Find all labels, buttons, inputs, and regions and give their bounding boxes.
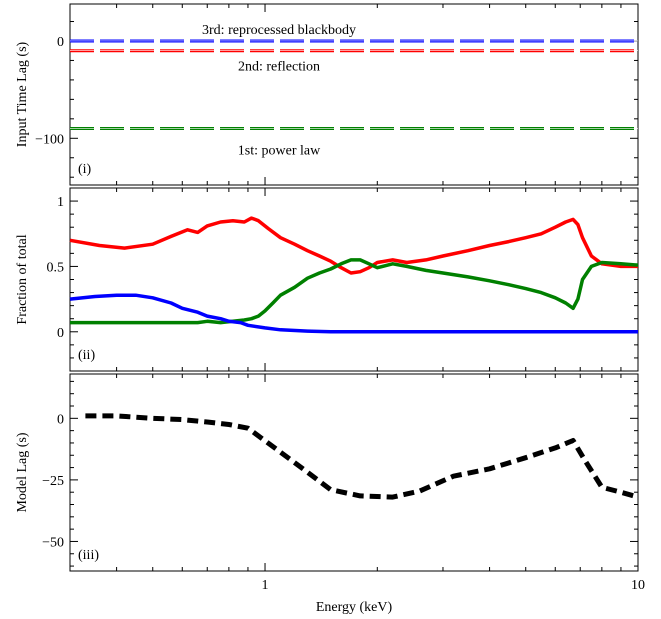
panel-1-plot [70, 39, 638, 131]
panel-fraction-of-total: 00.51 Fraction of total (ii) [15, 187, 639, 372]
panel-input-time-lag: 0 −100 Input Time Lag (s) (i) 3rd: reproc… [15, 3, 639, 186]
x-tick-label: 1 [262, 578, 269, 593]
panel-2-ylabel: Fraction of total [15, 234, 30, 324]
panel-3-ticks: 0 −25 −50 1 10 [42, 374, 645, 593]
y-tick-label: 0 [57, 412, 64, 427]
series-reflection [69, 216, 638, 275]
y-tick-label: 1 [57, 195, 64, 210]
panel-1-ylabel: Input Time Lag (s) [15, 41, 30, 147]
y-tick-label: 0 [57, 326, 64, 341]
panel-3-frame [69, 373, 639, 572]
series-label-power-law: 1st: power law [238, 144, 321, 159]
y-tick-label: −100 [35, 132, 64, 147]
x-tick-label: 10 [631, 578, 645, 593]
panel-3-tag: (iii) [78, 548, 99, 563]
series-power-law [70, 258, 639, 325]
panel-2-frame [69, 187, 639, 372]
series-label-reflection: 2nd: reflection [238, 60, 320, 75]
panel-1-frame [69, 3, 639, 186]
series-label-reprocessed-blackbody: 3rd: reprocessed blackbody [202, 23, 356, 38]
x-axis-label: Energy (keV) [316, 600, 393, 615]
series-reprocessed-blackbody [69, 293, 638, 334]
panel-3-ylabel: Model Lag (s) [15, 432, 30, 512]
y-tick-label: 0.5 [47, 260, 65, 275]
panel-2-tag: (ii) [78, 348, 95, 363]
panel-2-ticks: 00.51 [47, 187, 639, 371]
y-tick-label: 0 [57, 35, 64, 50]
y-tick-label: −50 [42, 535, 64, 550]
y-tick-label: −25 [42, 474, 64, 489]
series-model-lag [85, 413, 639, 500]
panel-1-tag: (i) [78, 162, 92, 177]
panel-2-plot [69, 216, 639, 334]
panel-1-ticks: 0 −100 [35, 4, 639, 185]
panel-model-lag: 0 −25 −50 1 10 Model Lag (s) (iii) Energy (k… [15, 373, 645, 615]
panel-3-plot [85, 413, 639, 500]
